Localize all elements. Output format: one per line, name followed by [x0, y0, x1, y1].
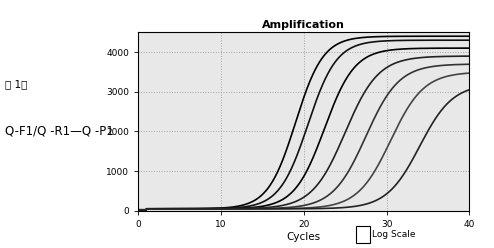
X-axis label: Cycles: Cycles [287, 232, 321, 242]
Text: Log Scale: Log Scale [372, 230, 416, 239]
Title: Amplification: Amplification [262, 20, 345, 30]
Text: 组 1：: 组 1： [5, 79, 27, 89]
Text: Q-F1/Q -R1—Q -P1: Q-F1/Q -R1—Q -P1 [5, 124, 114, 137]
